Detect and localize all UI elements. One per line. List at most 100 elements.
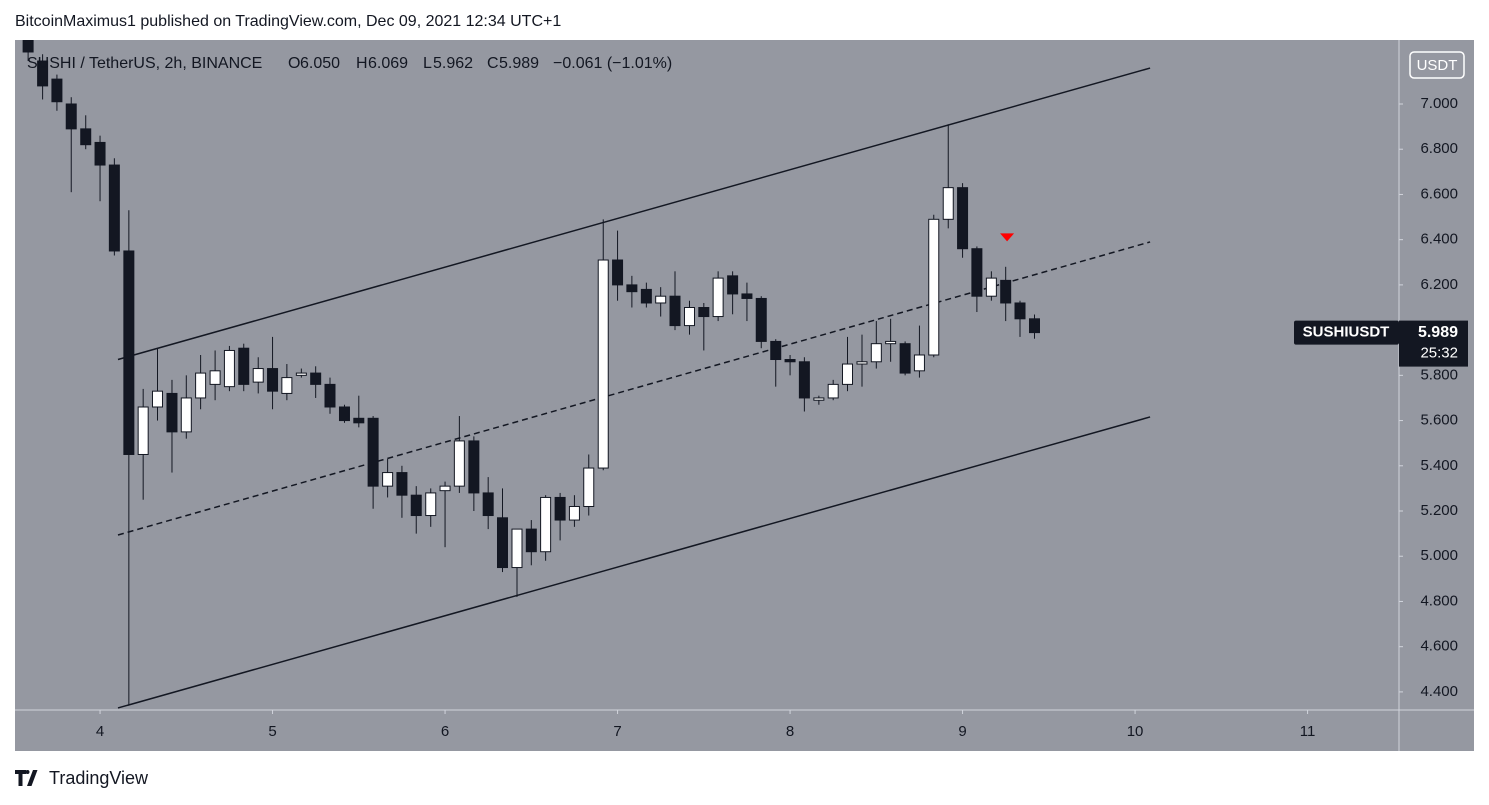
symbol-tag-label: SUSHIUSDT [1303,324,1390,341]
candle-body [540,496,552,553]
ohlc-value: 6.069 [368,55,408,72]
candle-body [367,417,379,487]
candle-body [885,340,897,345]
candle-body [727,275,739,295]
candle-body [827,383,839,399]
x-tick-label: 9 [958,723,966,740]
candle-body [439,485,451,492]
price-change: −0.061 (−1.01%) [553,55,672,72]
candle-body [870,343,882,363]
candle-body [712,277,724,318]
candle-body [482,492,494,517]
candle-body [137,406,149,455]
candle-body [612,259,624,286]
ohlc-label: O [288,55,300,72]
axes: 4.400 4.600 4.800 5.000 5.200 5.400 5.600 5.800… [96,95,1468,740]
candle-body [94,141,106,166]
candle-body [568,505,580,521]
y-tick-label: 5.000 [1420,547,1458,564]
candle-body [683,307,695,327]
candle-body [784,359,796,363]
y-tick-label: 6.400 [1420,231,1458,248]
candle-body [1028,318,1040,334]
candle-body [310,372,322,385]
ohlc-value: 5.962 [433,55,473,72]
x-tick-label: 10 [1127,723,1144,740]
candle-body [511,528,523,569]
candle-body [813,397,825,401]
candle-body [151,390,163,408]
y-tick-label: 5.600 [1420,412,1458,429]
candle-body [382,472,394,487]
symbol-title: SUSHI / TetherUS, 2h, BINANCE [27,55,262,72]
candle-body [640,288,652,304]
signal-marker [1000,233,1015,242]
plot-area [22,40,1151,709]
y-tick-label: 4.600 [1420,638,1458,655]
y-tick-label: 4.800 [1420,592,1458,609]
candle-body [267,368,279,392]
y-tick-label: 6.200 [1420,276,1458,293]
candle-body [856,361,868,365]
candle-body [971,248,983,297]
candle-body [396,472,408,496]
candle-body [295,372,307,376]
x-tick-label: 4 [96,723,104,740]
candle-body [1014,302,1026,320]
candle-body [698,307,710,318]
footer-logo [15,770,38,786]
candle-body [166,392,178,433]
ohlc-value: 6.050 [300,55,340,72]
candle-body [123,250,135,455]
candle-body [770,340,782,361]
candle-body [51,78,63,103]
y-tick-label: 4.400 [1420,683,1458,700]
candle-body [899,343,911,374]
x-tick-label: 5 [268,723,276,740]
price-tag [1399,320,1468,367]
candle-body [22,40,34,53]
ohlc-value: 5.989 [499,55,539,72]
candle-body [913,354,925,372]
candle-body [324,383,336,408]
candle-body [108,164,120,252]
candle-body [338,406,350,422]
price-tag-countdown: 25:32 [1420,345,1458,362]
candle-body [425,492,437,517]
candle-body [985,277,997,297]
x-tick-label: 11 [1300,723,1316,740]
candle-body [223,349,235,388]
candle-body [554,496,566,521]
candle-body [583,467,595,507]
candle-body [755,297,767,342]
ohlc-label: L [423,55,432,72]
logo-dot [25,770,30,774]
candle-body [957,187,969,250]
candle-body [238,347,250,385]
logo-icon [15,770,38,786]
y-tick-label: 6.800 [1420,140,1458,157]
chart-background [15,40,1474,751]
x-tick-label: 7 [613,723,621,740]
candle-body [410,494,422,517]
y-tick-label: 5.200 [1420,502,1458,519]
candle-body [842,363,854,385]
ohlc-label: H [356,55,368,72]
candle-body [928,218,940,356]
candle-body [195,372,207,399]
candle-body [496,517,508,569]
candle-body [252,368,264,383]
candle-body [626,284,638,293]
y-tick-label: 5.400 [1420,457,1458,474]
ohlc-legend: SUSHI / TetherUS, 2h, BINANCE O 6.050 H 6.0… [27,55,672,72]
currency-label[interactable]: USDT [1417,57,1458,74]
candle-body [209,370,221,385]
candle-body [281,377,293,394]
candle-body [65,103,77,130]
y-tick-label: 7.000 [1420,95,1458,112]
candle-body [37,60,49,87]
currency-box[interactable] [1409,51,1465,79]
x-tick-label: 8 [786,723,794,740]
